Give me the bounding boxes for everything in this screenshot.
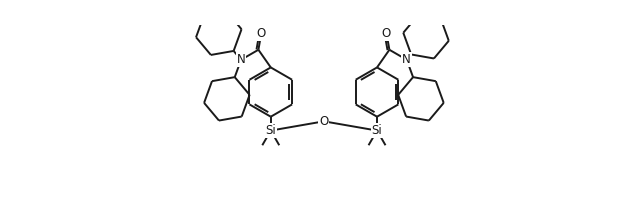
- Text: Si: Si: [265, 124, 276, 137]
- Text: O: O: [257, 27, 266, 40]
- Text: Si: Si: [372, 124, 382, 137]
- Text: O: O: [319, 115, 329, 128]
- Text: O: O: [382, 27, 391, 40]
- Text: N: N: [237, 53, 245, 66]
- Text: N: N: [403, 53, 411, 66]
